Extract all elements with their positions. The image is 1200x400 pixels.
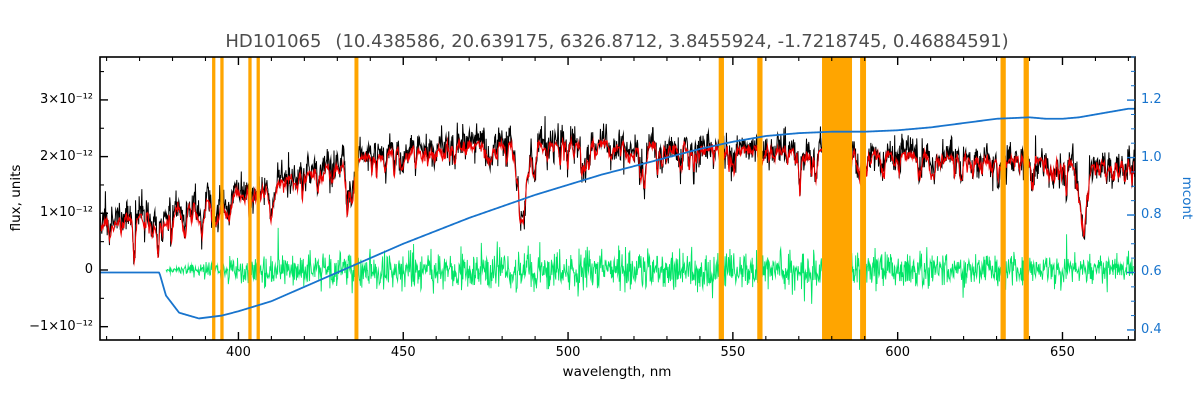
fit-parameters: (10.438586, 20.639175, 6326.8712, 3.8455…	[335, 31, 1009, 52]
y-right-tick-label: 1.0	[1141, 149, 1162, 165]
x-tick-label: 600	[885, 345, 911, 360]
x-tick-label: 550	[720, 345, 746, 360]
y-axis-label-flux: flux, units	[8, 164, 24, 232]
y-left-tick-label: 3×10⁻¹²	[40, 91, 93, 107]
x-tick-label: 500	[555, 345, 581, 360]
y-right-tick-label: 0.4	[1141, 321, 1162, 337]
y-left-tick-label: 1×10⁻¹²	[40, 205, 93, 221]
y-left-tick-label: −1×10⁻¹²	[29, 318, 93, 334]
y-right-tick-label: 0.8	[1141, 207, 1162, 223]
x-tick-label: 400	[226, 345, 251, 360]
y-left-tick-label: 0	[84, 261, 93, 277]
x-tick-label: 450	[390, 345, 416, 360]
x-axis-label: wavelength, nm	[562, 364, 672, 380]
star-name: HD101065	[225, 31, 322, 52]
y-right-tick-label: 1.2	[1141, 92, 1162, 108]
plot-title: HD101065 (10.438586, 20.639175, 6326.871…	[225, 31, 1008, 52]
y-right-tick-label: 0.6	[1141, 264, 1162, 280]
y-left-tick-label: 2×10⁻¹²	[40, 148, 93, 164]
y-axis-label-mcont: mcont	[1179, 176, 1195, 220]
x-tick-label: 650	[1050, 345, 1075, 360]
